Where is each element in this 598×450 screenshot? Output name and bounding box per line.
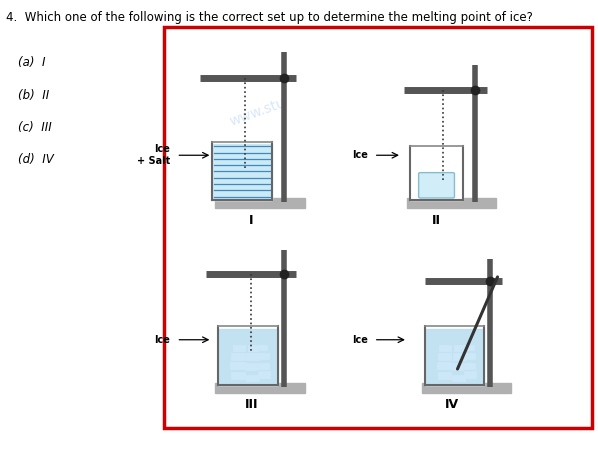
Bar	[258, 353, 269, 359]
Bar	[425, 328, 484, 385]
Text: IV: IV	[444, 398, 459, 411]
Bar	[258, 363, 269, 369]
Bar	[422, 383, 511, 393]
Bar	[212, 144, 272, 200]
Bar	[231, 372, 245, 379]
Text: Ice: Ice	[352, 150, 368, 160]
Bar	[410, 146, 463, 200]
Bar	[248, 345, 258, 351]
Bar	[453, 353, 465, 360]
Bar	[439, 345, 451, 351]
Bar	[454, 345, 465, 351]
Bar	[230, 362, 245, 369]
Text: (a)  I: (a) I	[18, 56, 45, 69]
Text: 4.  Which one of the following is the correct set up to determine the melting po: 4. Which one of the following is the cor…	[6, 11, 533, 24]
Bar	[451, 363, 463, 370]
Bar	[245, 363, 257, 370]
Bar	[258, 345, 267, 350]
Text: II: II	[432, 214, 441, 227]
Bar	[258, 371, 270, 378]
Text: (b)  II: (b) II	[18, 89, 49, 102]
Text: Ice: Ice	[352, 335, 368, 345]
Bar	[452, 375, 465, 381]
FancyBboxPatch shape	[164, 27, 592, 427]
Text: I: I	[249, 214, 254, 227]
Bar	[212, 142, 272, 200]
Text: Ice
+ Salt: Ice + Salt	[137, 144, 170, 166]
Bar	[438, 372, 451, 379]
Bar	[407, 198, 496, 208]
Bar	[246, 375, 259, 381]
Text: (d)  IV: (d) IV	[18, 153, 54, 166]
Bar	[215, 198, 305, 208]
Bar	[215, 383, 305, 393]
Text: III: III	[245, 398, 258, 411]
FancyBboxPatch shape	[419, 173, 454, 198]
Bar	[231, 353, 245, 360]
Bar	[233, 345, 245, 351]
Text: Ice: Ice	[154, 335, 170, 345]
Bar	[438, 353, 451, 360]
Bar	[246, 353, 259, 360]
Bar	[464, 371, 476, 378]
Text: www.stu: www.stu	[227, 96, 287, 129]
Bar	[218, 328, 278, 385]
Text: (c)  III: (c) III	[18, 121, 51, 134]
Bar	[425, 326, 484, 385]
Bar	[437, 362, 451, 369]
Bar	[465, 353, 475, 359]
Bar	[218, 326, 278, 385]
Bar	[464, 345, 474, 350]
Bar	[464, 363, 475, 369]
